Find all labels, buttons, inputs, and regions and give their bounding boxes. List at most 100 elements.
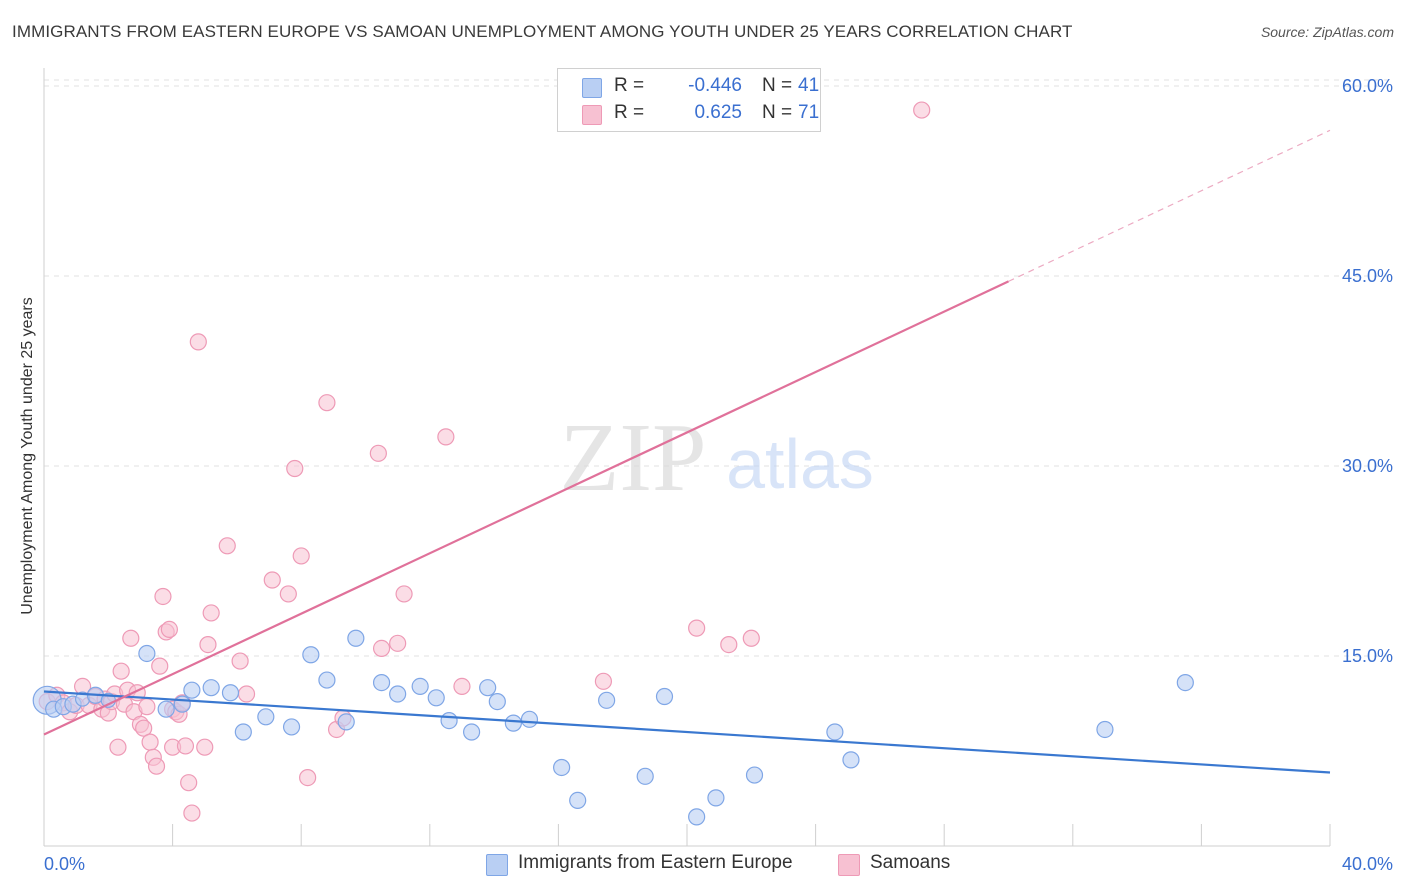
samoans-point xyxy=(135,719,153,737)
grid-lines xyxy=(44,79,1392,657)
legend-n-label: N = xyxy=(762,75,793,96)
source-label: Source: ZipAtlas.com xyxy=(1260,24,1394,40)
eastern-europe-point xyxy=(337,713,355,731)
samoans-point xyxy=(913,101,931,119)
eastern-europe-point xyxy=(440,711,458,730)
samoans-point xyxy=(299,768,317,787)
eastern-europe-point xyxy=(707,789,725,807)
samoans-point xyxy=(372,639,391,658)
samoans-trend-line xyxy=(43,280,1009,736)
watermark: ZIP atlas xyxy=(560,404,874,512)
eastern-europe-point xyxy=(157,700,175,718)
eastern-europe-point xyxy=(462,723,481,741)
samoans-point xyxy=(138,698,156,716)
samoans-point xyxy=(218,537,236,555)
samoans-point xyxy=(688,619,706,637)
eastern-europe-point xyxy=(302,646,320,664)
samoans-point xyxy=(720,635,738,654)
legend-r-value: 0.625 xyxy=(694,102,742,123)
legend-n-label: N = xyxy=(762,102,793,123)
samoans-point xyxy=(112,662,130,680)
correlation-legend: R = -0.446 N = 41 R = 0.625 N = 71 xyxy=(557,68,821,132)
eastern-europe-point xyxy=(1176,673,1194,692)
chart-title: IMMIGRANTS FROM EASTERN EUROPE VS SAMOAN… xyxy=(12,22,1073,41)
samoans-point xyxy=(742,629,760,647)
eastern-europe-point xyxy=(173,695,191,713)
samoans-point xyxy=(180,774,198,792)
samoans-point xyxy=(196,738,214,756)
series-legend: Immigrants from Eastern Europe Samoans xyxy=(0,852,1406,878)
legend-label: Samoans xyxy=(870,852,951,873)
samoans-point xyxy=(292,547,310,565)
eastern-europe-point xyxy=(318,671,336,689)
y-tick-label: 60.0% xyxy=(1342,76,1393,96)
eastern-europe-point xyxy=(688,808,706,826)
samoans-point xyxy=(189,333,207,351)
samoans-point xyxy=(160,620,178,639)
samoans-point xyxy=(369,444,387,462)
y-tick-label: 30.0% xyxy=(1342,456,1393,476)
trend-lines xyxy=(43,129,1331,774)
samoans-point xyxy=(141,733,159,751)
samoans-point xyxy=(183,804,201,822)
x-tick-label: 40.0% xyxy=(1342,854,1393,874)
eastern-europe-point xyxy=(520,710,539,728)
eastern-europe-point xyxy=(372,673,391,692)
eastern-europe-point xyxy=(636,767,654,785)
eastern-europe-trend-line xyxy=(43,690,1331,774)
x-tick-label: 0.0% xyxy=(44,854,85,874)
eastern-europe-point xyxy=(221,684,240,702)
samoans-point xyxy=(231,652,249,670)
samoans-point xyxy=(318,394,336,412)
eastern-europe-point xyxy=(826,723,844,741)
axes xyxy=(43,68,1331,847)
eastern-europe-point xyxy=(282,718,301,736)
samoans-point xyxy=(147,757,166,775)
eastern-europe-point xyxy=(745,766,764,784)
eastern-europe-point xyxy=(569,791,587,810)
eastern-europe-point xyxy=(257,708,275,726)
eastern-europe-point xyxy=(553,758,571,777)
samoans-point xyxy=(389,634,407,652)
eastern-europe-point xyxy=(1096,720,1114,739)
legend-r-label: R = xyxy=(614,102,645,123)
eastern-europe-point xyxy=(138,644,156,663)
eastern-europe-point xyxy=(598,691,616,709)
eastern-europe-point xyxy=(389,685,407,703)
samoans-trend-extension xyxy=(1008,129,1331,282)
eastern-europe-point xyxy=(234,723,252,741)
eastern-europe-point xyxy=(202,679,220,697)
samoans-point xyxy=(453,677,471,696)
samoans-point xyxy=(202,604,220,622)
samoans-point xyxy=(176,737,195,755)
samoans-point xyxy=(237,685,256,703)
legend-n-value: 71 xyxy=(798,102,820,123)
eastern-europe-point xyxy=(427,689,445,707)
legend-r-label: R = xyxy=(614,75,645,96)
samoans-point xyxy=(437,428,455,446)
legend-n-value: 41 xyxy=(798,75,820,96)
eastern-europe-point xyxy=(504,714,522,732)
legend-swatch-pink xyxy=(582,105,602,125)
legend-swatch-blue xyxy=(582,78,602,98)
eastern-europe-point xyxy=(842,751,860,769)
legend-swatch-blue xyxy=(486,854,508,876)
eastern-europe-point xyxy=(347,629,365,647)
samoans-point xyxy=(154,587,172,606)
y-tick-label: 45.0% xyxy=(1342,266,1393,286)
samoans-point xyxy=(286,459,304,478)
eastern-europe-point xyxy=(411,677,429,696)
legend-r-value: -0.446 xyxy=(688,75,742,96)
legend-label: Immigrants from Eastern Europe xyxy=(518,852,793,873)
legend-swatch-pink xyxy=(838,854,860,876)
samoans-point xyxy=(109,738,127,756)
eastern-europe-point xyxy=(479,679,497,697)
samoans-point xyxy=(594,672,613,690)
y-tick-label: 15.0% xyxy=(1342,646,1393,666)
y-axis-label: Unemployment Among Youth under 25 years xyxy=(19,297,36,615)
samoans-point xyxy=(151,657,169,675)
samoans-points xyxy=(38,101,931,822)
samoans-point xyxy=(122,629,140,647)
eastern-europe-point xyxy=(183,681,201,699)
